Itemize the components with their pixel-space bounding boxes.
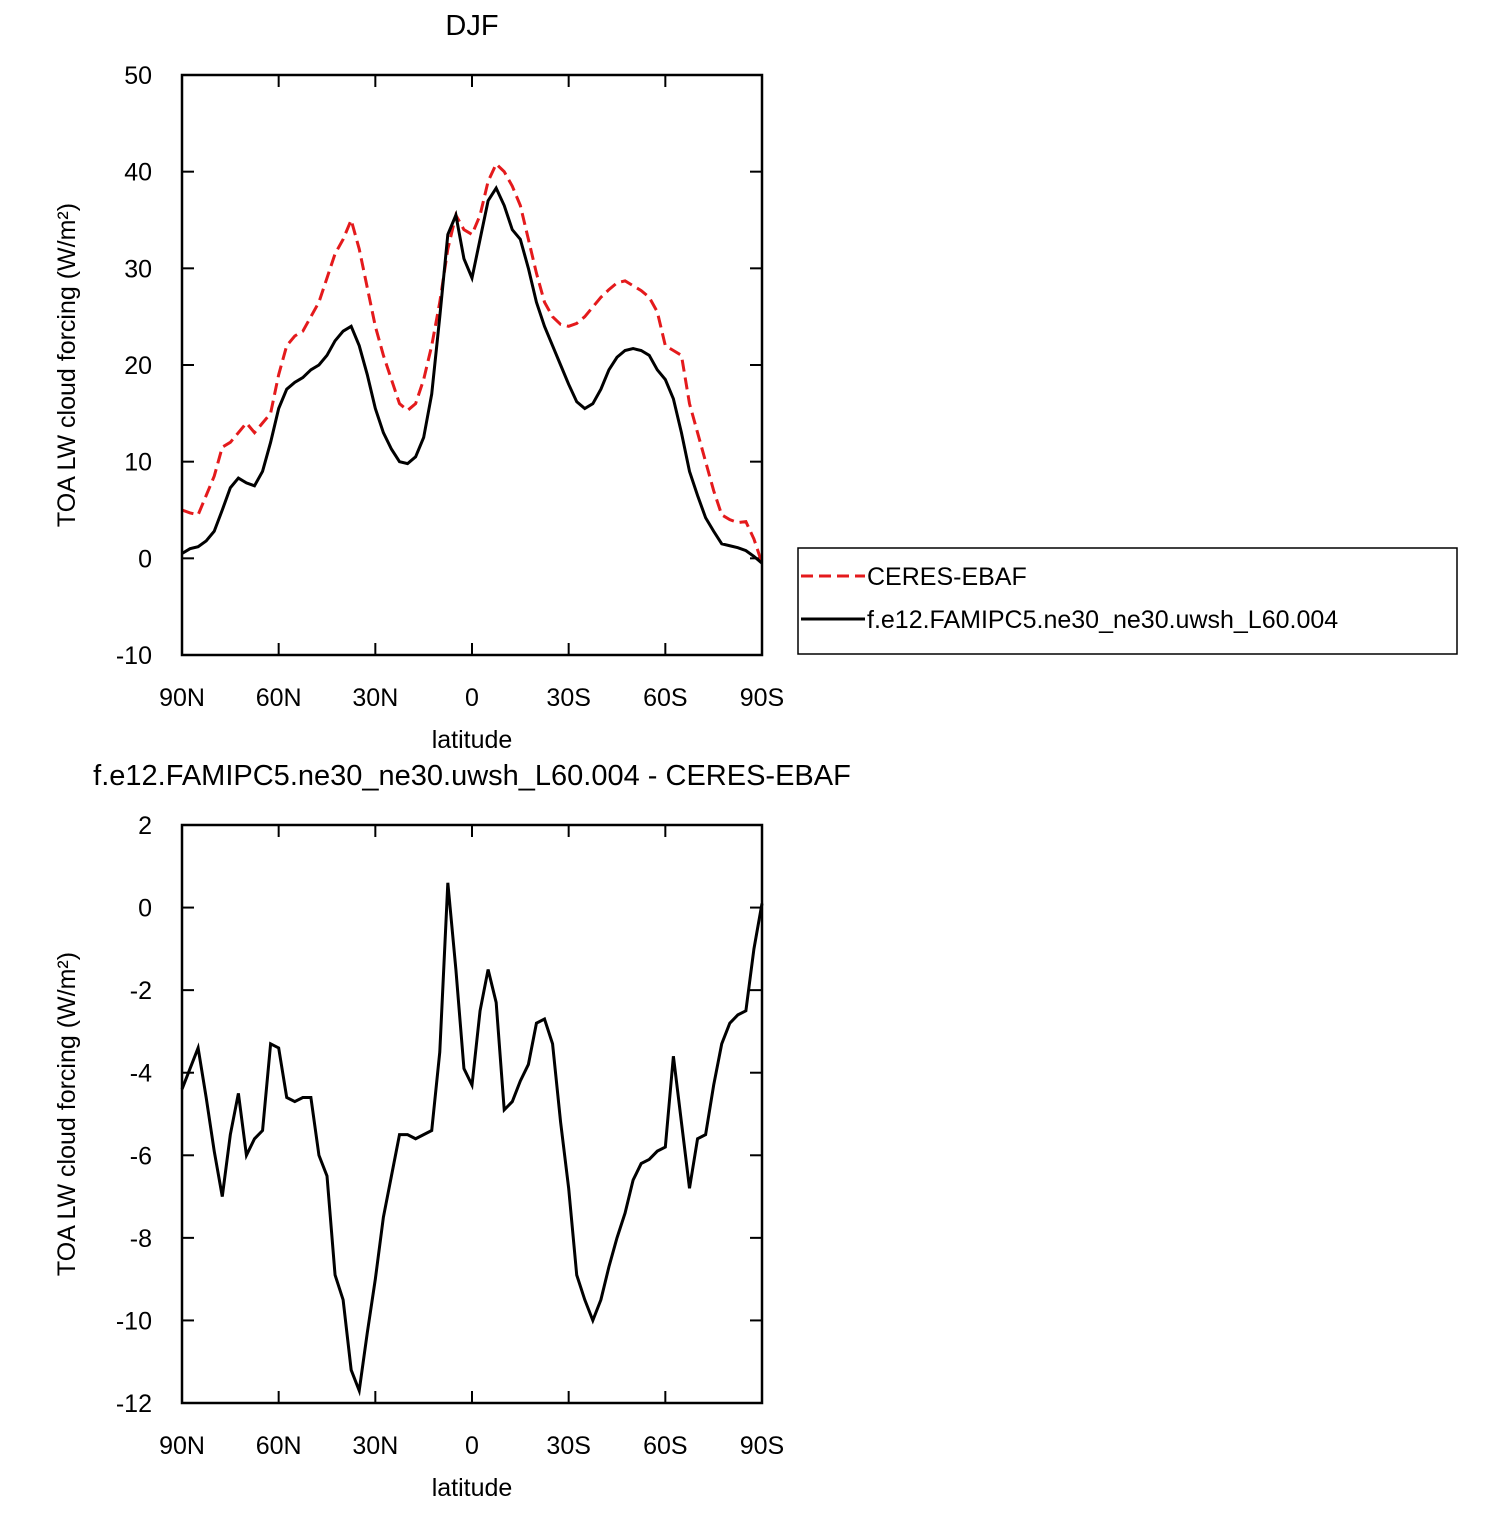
y-tick-label: 30 [124, 255, 152, 283]
chart-title: f.e12.FAMIPC5.ne30_ne30.uwsh_L60.004 - C… [93, 760, 851, 792]
y-tick-label: 40 [124, 159, 152, 187]
x-tick-label: 0 [465, 1432, 479, 1460]
y-axis-label: TOA LW cloud forcing (W/m²) [53, 952, 81, 1276]
x-tick-label: 0 [465, 684, 479, 712]
x-tick-label: 60N [256, 1432, 302, 1460]
y-tick-label: -10 [116, 642, 152, 670]
x-axis-label: latitude [432, 1474, 513, 1502]
y-tick-label: 10 [124, 449, 152, 477]
chart-title: DJF [445, 10, 498, 42]
x-tick-label: 30N [352, 1432, 398, 1460]
y-tick-label: -8 [130, 1225, 152, 1253]
series-line [180, 882, 764, 1397]
y-tick-label: 20 [124, 352, 152, 380]
y-tick-label: 2 [138, 812, 152, 840]
x-tick-label: 90N [159, 684, 205, 712]
x-tick-label: 30N [352, 684, 398, 712]
x-tick-label: 90S [740, 684, 784, 712]
y-tick-label: -12 [116, 1390, 152, 1418]
series-line [181, 184, 763, 565]
x-tick-label: 30S [546, 684, 590, 712]
x-tick-label: 90S [740, 1432, 784, 1460]
y-tick-label: 0 [138, 895, 152, 923]
y-tick-label: -2 [130, 977, 152, 1005]
legend-label: f.e12.FAMIPC5.ne30_ne30.uwsh_L60.004 [867, 606, 1338, 634]
y-axis-label: TOA LW cloud forcing (W/m²) [53, 203, 81, 527]
x-tick-label: 60S [643, 1432, 687, 1460]
x-tick-label: 60S [643, 684, 687, 712]
y-tick-label: 50 [124, 62, 152, 90]
y-tick-label: -10 [116, 1307, 152, 1335]
y-tick-label: -6 [130, 1142, 152, 1170]
y-tick-label: 0 [138, 545, 152, 573]
series-line [181, 161, 764, 564]
x-tick-label: 60N [256, 684, 302, 712]
x-tick-label: 90N [159, 1432, 205, 1460]
plot-frame [180, 73, 764, 657]
x-tick-label: 30S [546, 1432, 590, 1460]
legend-box [797, 547, 1458, 655]
x-axis-label: latitude [432, 726, 513, 754]
y-tick-label: -4 [130, 1060, 152, 1088]
plot-frame [180, 823, 764, 1405]
legend-label: CERES-EBAF [867, 563, 1027, 591]
